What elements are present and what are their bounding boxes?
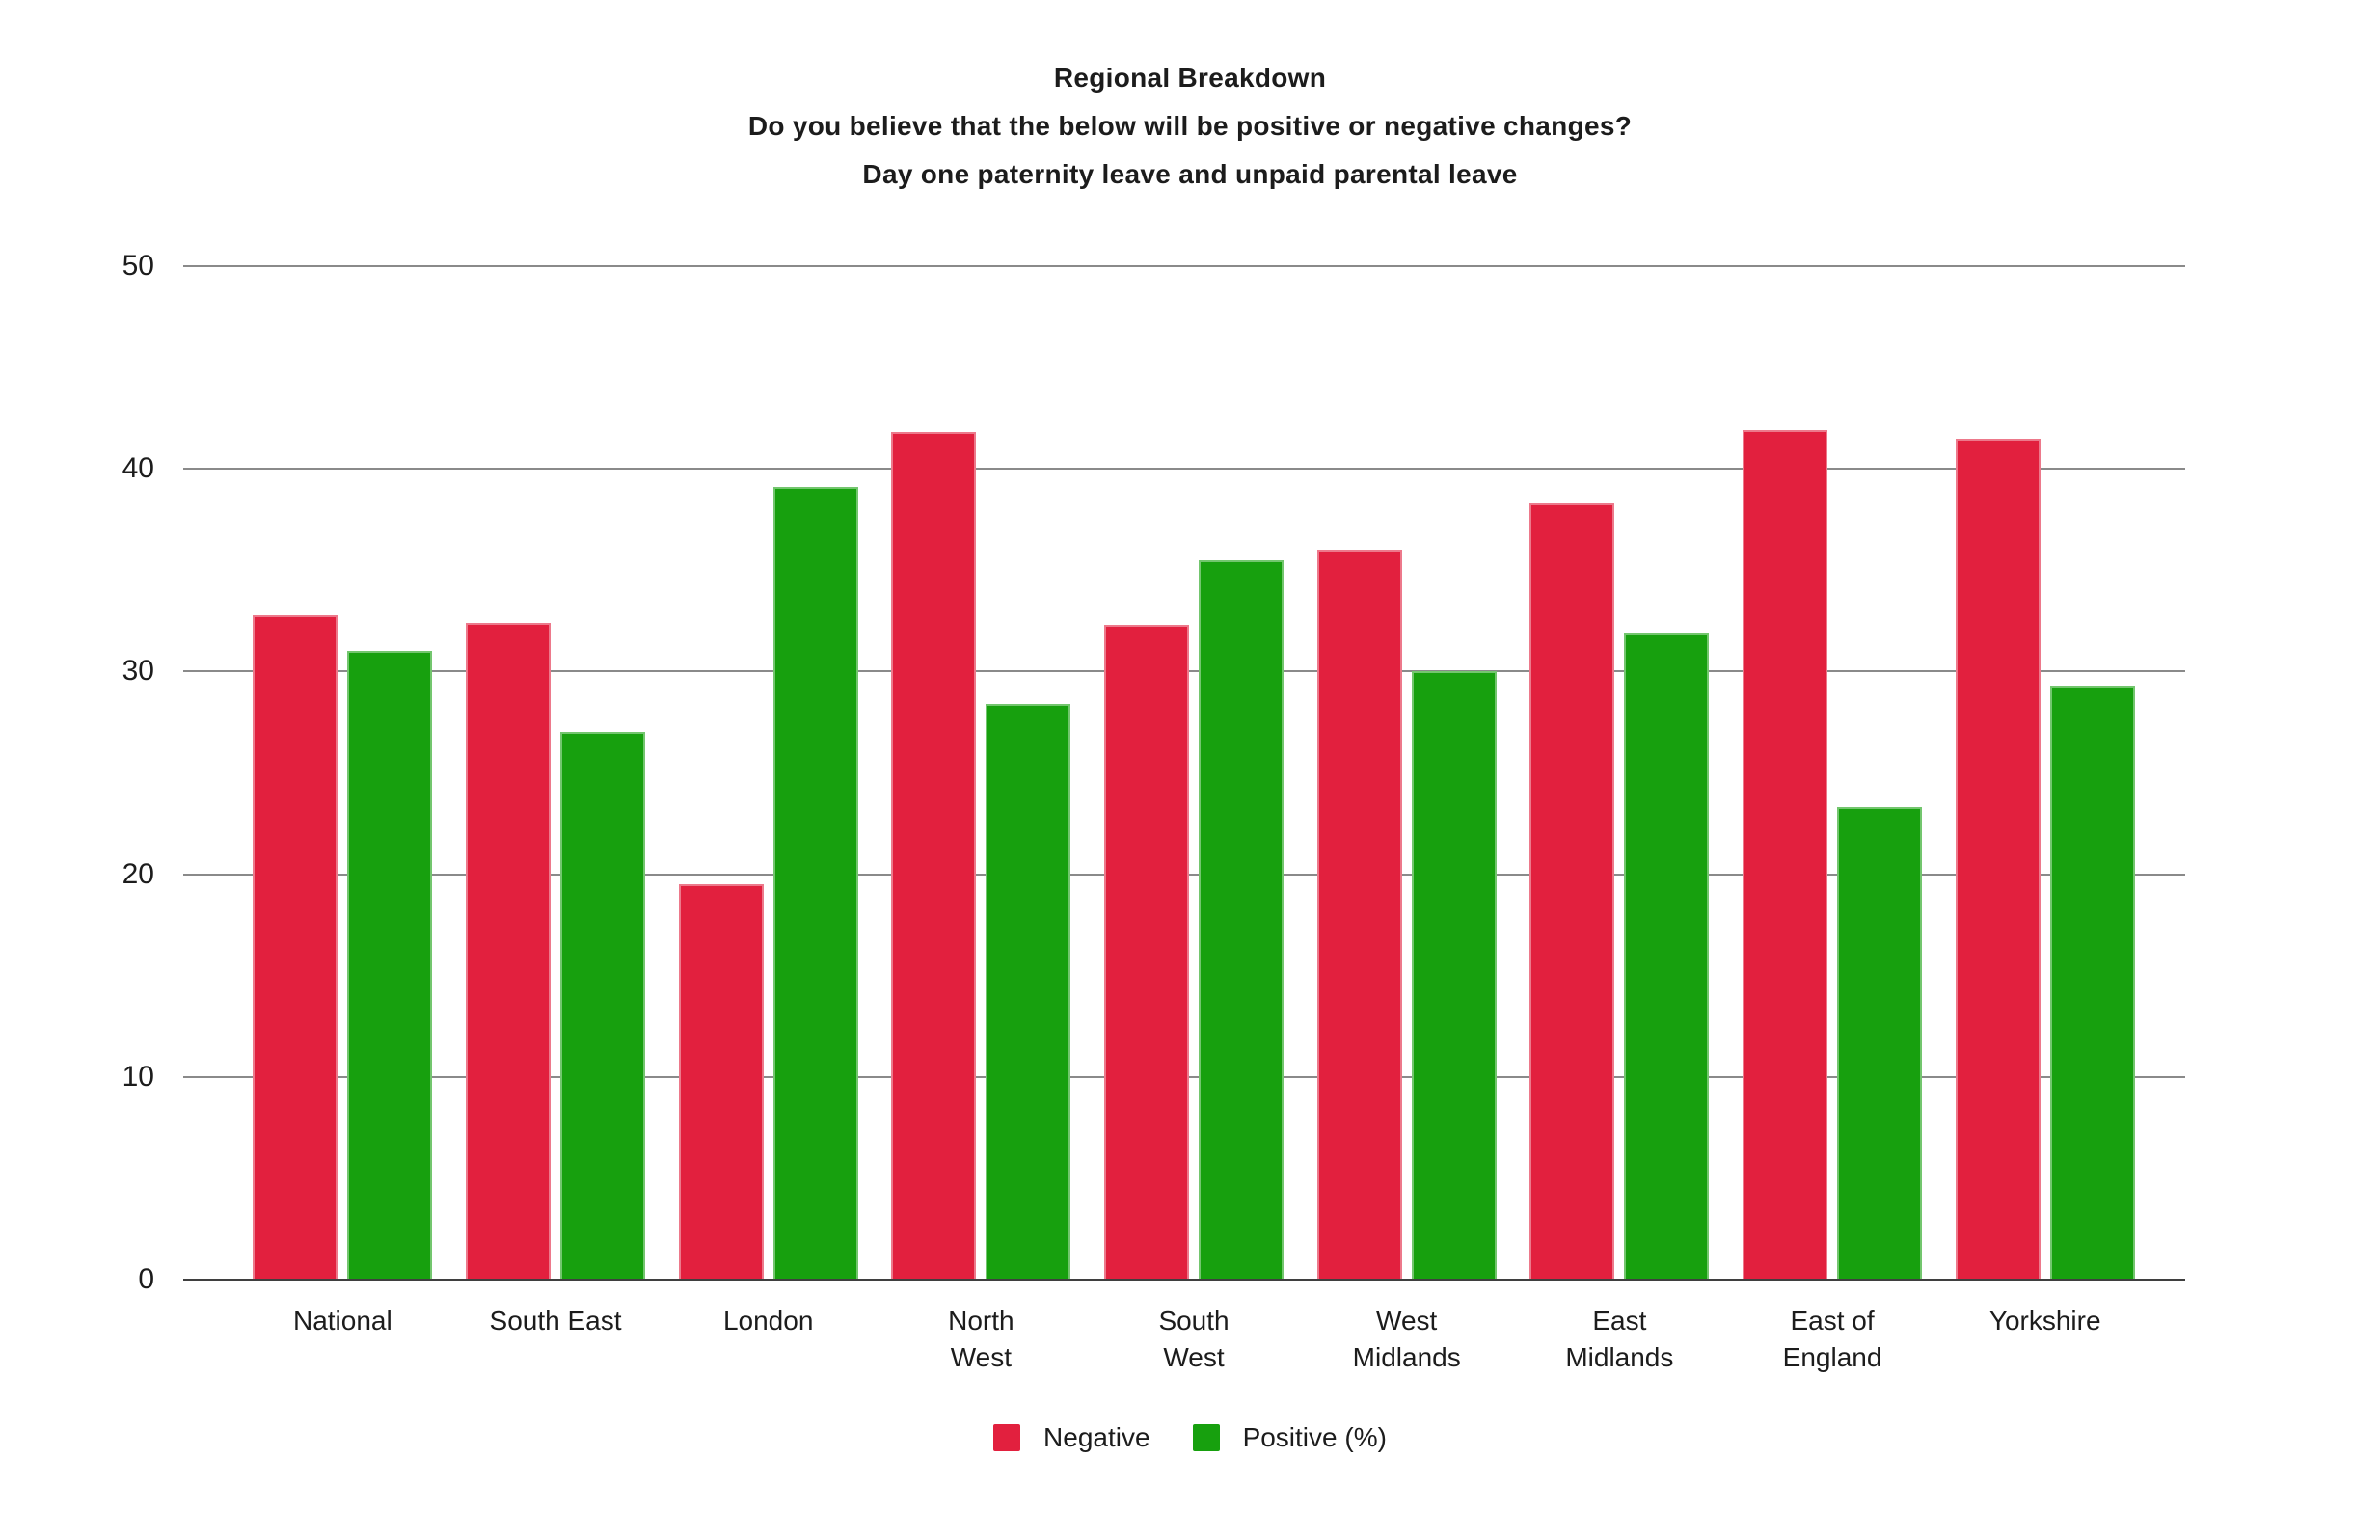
bar-negative-west-midlands xyxy=(1316,550,1402,1280)
y-axis-tick-label-20: 20 xyxy=(122,857,154,890)
legend: Negative Positive (%) xyxy=(0,1422,2380,1453)
bar-group-south-west xyxy=(1088,266,1301,1280)
chart-header: Regional Breakdown Do you believe that t… xyxy=(0,54,2380,199)
chart-subtitle-measure: Day one paternity leave and unpaid paren… xyxy=(862,159,1518,189)
bar-group-east-midlands xyxy=(1513,266,1726,1280)
x-axis-label-south-west: South West xyxy=(1158,1306,1230,1372)
legend-swatch-negative xyxy=(993,1424,1021,1451)
y-axis-tick-label-50: 50 xyxy=(122,250,154,282)
y-axis-tick-label-40: 40 xyxy=(122,452,154,485)
bar-negative-east-midlands xyxy=(1529,502,1615,1280)
x-axis-line xyxy=(183,1279,2185,1281)
chart-subtitle-question: Do you believe that the below will be po… xyxy=(747,111,1633,141)
bar-group-south-east xyxy=(449,266,663,1280)
bar-positive-east-midlands xyxy=(1624,633,1710,1280)
bars-layer xyxy=(183,266,2185,1280)
bar-negative-national xyxy=(253,614,338,1280)
legend-swatch-positive xyxy=(1192,1424,1220,1451)
x-axis-label-london: London xyxy=(722,1306,814,1336)
plot-area: 0 10 20 30 40 50 xyxy=(122,250,2185,1295)
y-axis-tick-label-30: 30 xyxy=(122,655,154,688)
x-axis-label-west-midlands: West Midlands xyxy=(1352,1306,1461,1372)
y-axis-tick-label-10: 10 xyxy=(122,1060,154,1093)
bar-group-national xyxy=(236,266,449,1280)
legend-item-positive: Positive (%) xyxy=(1192,1422,1387,1453)
gridline-50 xyxy=(183,265,2185,267)
x-axis-label-yorkshire: Yorkshire xyxy=(1988,1306,2101,1336)
bar-positive-london xyxy=(772,487,858,1280)
bar-negative-london xyxy=(678,884,764,1280)
bar-negative-yorkshire xyxy=(1955,438,2041,1280)
bar-positive-north-west xyxy=(986,704,1071,1280)
x-axis-label-east-of-england: East of England xyxy=(1782,1306,1882,1372)
x-axis-labels: National South East London North West South … xyxy=(183,1303,2185,1376)
bar-group-london xyxy=(662,266,875,1280)
bar-group-west-midlands xyxy=(1300,266,1513,1280)
chart-title: Regional Breakdown xyxy=(1053,63,1327,93)
bar-positive-yorkshire xyxy=(2049,686,2135,1280)
x-axis-label-east-midlands: East Midlands xyxy=(1565,1306,1674,1372)
bar-positive-south-west xyxy=(1199,559,1285,1280)
bar-negative-south-east xyxy=(466,622,551,1280)
x-axis-label-south-east: South East xyxy=(489,1306,622,1336)
bar-positive-south-east xyxy=(560,732,645,1280)
bar-negative-east-of-england xyxy=(1743,430,1828,1280)
bar-positive-national xyxy=(347,651,433,1280)
x-axis-label-national: National xyxy=(292,1306,392,1336)
bar-positive-east-of-england xyxy=(1837,807,1923,1280)
bar-positive-west-midlands xyxy=(1411,671,1497,1280)
gridline-40 xyxy=(183,468,2185,471)
bar-group-north-west xyxy=(875,266,1088,1280)
legend-label-negative: Negative xyxy=(1043,1422,1150,1452)
bar-group-east-of-england xyxy=(1726,266,1939,1280)
legend-label-positive: Positive (%) xyxy=(1242,1422,1387,1452)
legend-item-negative: Negative xyxy=(993,1422,1150,1453)
bar-group-yorkshire xyxy=(1938,266,2151,1280)
bar-negative-south-west xyxy=(1104,625,1190,1280)
y-axis-tick-label-0: 0 xyxy=(138,1263,154,1295)
x-axis-label-north-west: North West xyxy=(948,1306,1014,1372)
bar-negative-north-west xyxy=(891,432,977,1280)
